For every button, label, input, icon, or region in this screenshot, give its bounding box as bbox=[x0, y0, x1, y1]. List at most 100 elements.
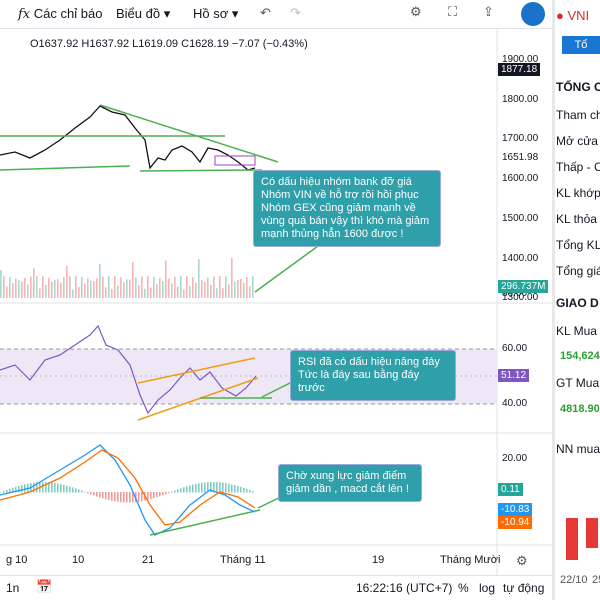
macd-bar bbox=[15, 486, 17, 493]
volume-bar bbox=[18, 280, 20, 298]
macd-bar bbox=[60, 484, 62, 493]
macd-bar bbox=[192, 484, 194, 493]
macd-bar bbox=[252, 491, 254, 493]
volume-bar bbox=[3, 276, 5, 298]
macd-bar bbox=[6, 489, 8, 493]
stat-label: Tổng KL bbox=[556, 238, 600, 252]
volume-bar bbox=[147, 276, 149, 298]
volume-bar bbox=[78, 286, 80, 298]
indicators-button[interactable]: fx Các chỉ báo bbox=[18, 6, 103, 22]
macd-bar bbox=[246, 488, 248, 493]
macd-badge: -10.83 bbox=[498, 503, 533, 516]
macd-bar bbox=[204, 482, 206, 493]
annotation: Chờ xung lực giảm điểm giảm dần , macd c… bbox=[278, 464, 422, 502]
macd-bar bbox=[210, 482, 212, 493]
volume-bar bbox=[216, 288, 218, 298]
macd-bar bbox=[219, 482, 221, 493]
volume-bar bbox=[252, 276, 254, 298]
macd-bar bbox=[240, 486, 242, 493]
interval[interactable]: 1n bbox=[6, 581, 20, 595]
volume-bar bbox=[189, 286, 191, 298]
volume-badge: 296.737M bbox=[498, 280, 549, 293]
profile-button[interactable]: Hồ sơ ▾ bbox=[193, 6, 239, 21]
log-toggle[interactable]: log bbox=[479, 581, 496, 595]
macd-bar bbox=[3, 490, 5, 493]
macd-bar bbox=[84, 491, 86, 493]
volume-bar bbox=[15, 278, 17, 298]
volume-bar bbox=[57, 279, 59, 298]
volume-bar bbox=[12, 283, 14, 298]
macd-bar bbox=[153, 492, 155, 499]
settings[interactable]: ⚙ bbox=[410, 4, 422, 19]
volume-bar bbox=[108, 276, 110, 298]
undo[interactable]: ↶ bbox=[260, 5, 271, 20]
volume-bar bbox=[180, 276, 182, 298]
ma-label: 1651.98 bbox=[502, 152, 539, 164]
macd-bar bbox=[78, 489, 80, 493]
volume-bar bbox=[138, 285, 140, 298]
macd-bar bbox=[249, 489, 251, 493]
label: Các chỉ báo bbox=[33, 6, 103, 21]
volume-bar bbox=[69, 276, 71, 298]
high-badge: 1877.18 bbox=[498, 63, 541, 77]
foreign-label: NN mua bbox=[556, 442, 600, 456]
volume-bar bbox=[129, 279, 131, 298]
macd-bar bbox=[0, 492, 2, 493]
volume-bar bbox=[153, 276, 155, 298]
volume-bar bbox=[45, 284, 47, 298]
chart-canvas bbox=[0, 28, 552, 575]
share[interactable]: ⇪ bbox=[483, 4, 494, 19]
logo bbox=[521, 2, 545, 26]
x-tick-label: 19 bbox=[372, 554, 385, 566]
macd-bar bbox=[141, 492, 143, 502]
volume-bar bbox=[237, 280, 239, 298]
volume-bar bbox=[159, 278, 161, 298]
bottom-bar: 1n 📅 16:22:16 (UTC+7) % log tự động bbox=[0, 575, 552, 601]
auto-toggle[interactable]: tự động bbox=[503, 581, 545, 595]
macd-bar bbox=[177, 489, 179, 493]
rsi-badge: 51.12 bbox=[498, 369, 530, 382]
date-range[interactable]: 📅 bbox=[36, 579, 53, 594]
volume-bar bbox=[114, 276, 116, 298]
price-tick-label: 1600.00 bbox=[502, 173, 539, 185]
change: −7.07 (−0.43%) bbox=[231, 38, 308, 50]
stat-label: KL khớp bbox=[556, 186, 600, 200]
volume-bar bbox=[93, 280, 95, 298]
annotation: Có dấu hiệu nhóm bank đỡ giá Nhóm VIN về… bbox=[253, 170, 441, 247]
symbol: ● VNI bbox=[556, 8, 590, 23]
foreign-bar bbox=[586, 518, 598, 548]
macd-bar bbox=[207, 482, 209, 493]
stat-label: Thấp - C bbox=[556, 160, 600, 174]
buy-val: 4818.90 bbox=[560, 403, 600, 415]
x-tick-label: 21 bbox=[142, 554, 155, 566]
volume-bar bbox=[195, 282, 197, 298]
macd-bar bbox=[189, 485, 191, 493]
percent-toggle[interactable]: % bbox=[458, 581, 469, 595]
macd-bar bbox=[66, 485, 68, 493]
volume-bar bbox=[249, 286, 251, 298]
price-line bbox=[0, 105, 256, 171]
price-tick-label: 1700.00 bbox=[502, 133, 539, 145]
volume-bar bbox=[81, 276, 83, 298]
volume-bar bbox=[165, 260, 167, 298]
label: Biểu đồ bbox=[116, 6, 161, 21]
tab-button[interactable]: Tổ bbox=[562, 36, 600, 54]
macd-bar bbox=[234, 485, 236, 493]
volume-bar bbox=[87, 278, 89, 298]
macd-bar bbox=[231, 484, 233, 493]
macd-bar bbox=[72, 487, 74, 493]
fullscreen[interactable]: ⛶ bbox=[448, 4, 458, 19]
volume-bar bbox=[183, 289, 185, 298]
macd-bar bbox=[126, 492, 128, 503]
macd-bar bbox=[99, 492, 101, 498]
buy-vol-label: KL Mua bbox=[556, 324, 597, 338]
volume-bar bbox=[204, 281, 206, 298]
macd-bar bbox=[21, 484, 23, 493]
axis-settings[interactable]: ⚙ bbox=[516, 553, 528, 568]
chart-button[interactable]: Biểu đồ ▾ bbox=[116, 6, 171, 21]
macd-bar bbox=[117, 492, 119, 502]
volume-bar bbox=[168, 278, 170, 298]
rsi-tick-label: 80.00 bbox=[502, 287, 528, 299]
redo[interactable]: ↷ bbox=[290, 5, 301, 20]
label: Hồ sơ bbox=[193, 6, 229, 21]
